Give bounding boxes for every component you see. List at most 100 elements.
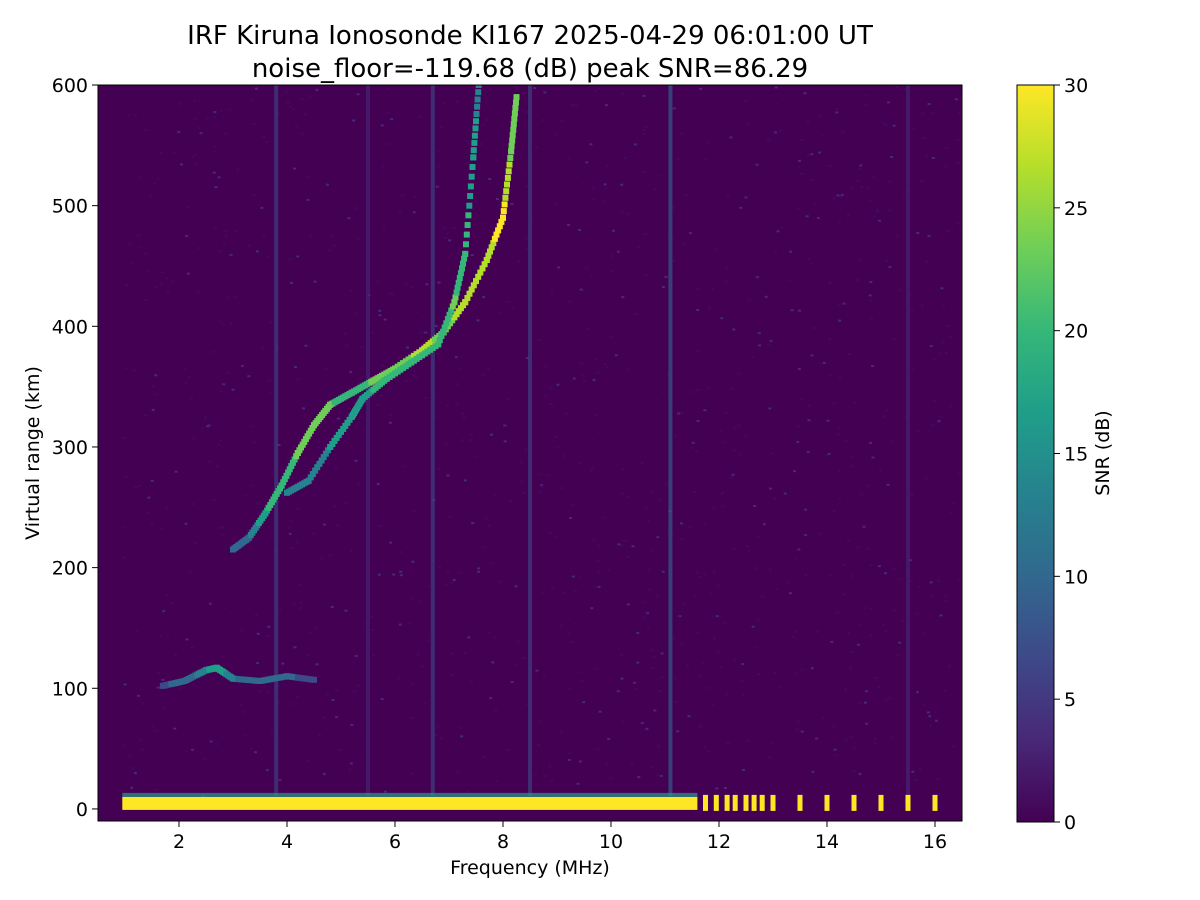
noise-speckle xyxy=(850,575,854,577)
noise-speckle xyxy=(473,95,477,98)
noise-speckle xyxy=(888,209,892,212)
noise-speckle xyxy=(645,727,649,730)
noise-speckle xyxy=(461,412,465,415)
noise-speckle xyxy=(621,720,625,723)
noise-speckle xyxy=(609,777,613,780)
noise-speckle xyxy=(379,525,383,527)
noise-speckle xyxy=(745,545,749,548)
noise-speckle xyxy=(621,468,625,471)
echo-trace-cell xyxy=(491,235,498,242)
noise-speckle xyxy=(186,206,190,209)
noise-speckle xyxy=(376,482,380,485)
colorbar-ticks: 0 5 10 15 20 25 30 xyxy=(1054,75,1088,834)
noise-speckle xyxy=(314,627,318,630)
noise-speckle xyxy=(300,98,304,101)
noise-speckle xyxy=(467,636,471,639)
noise-speckle xyxy=(844,688,848,691)
noise-speckle xyxy=(220,533,224,536)
noise-speckle xyxy=(946,324,950,327)
noise-speckle xyxy=(166,290,170,293)
noise-speckle xyxy=(585,267,589,270)
noise-speckle xyxy=(656,774,660,777)
noise-speckle xyxy=(470,434,474,436)
noise-speckle xyxy=(286,101,290,104)
noise-speckle xyxy=(213,145,217,148)
noise-speckle xyxy=(756,619,760,622)
noise-speckle xyxy=(617,543,621,546)
noise-speckle xyxy=(437,281,441,284)
echo-trace-cell xyxy=(509,137,516,144)
noise-speckle xyxy=(123,683,127,686)
noise-speckle xyxy=(239,703,243,706)
noise-speckle xyxy=(315,88,319,91)
noise-speckle xyxy=(159,283,163,286)
noise-speckle xyxy=(240,364,244,367)
noise-speckle xyxy=(412,510,416,513)
noise-speckle xyxy=(390,118,394,121)
noise-speckle xyxy=(570,104,574,106)
noise-speckle xyxy=(442,102,446,105)
noise-speckle xyxy=(448,516,452,519)
interference-line xyxy=(274,85,279,796)
noise-speckle xyxy=(349,371,353,374)
ground-echo-spike xyxy=(724,794,730,811)
noise-speckle xyxy=(958,472,962,475)
y-tick-label: 300 xyxy=(52,437,88,459)
noise-speckle xyxy=(288,106,292,109)
noise-speckle xyxy=(631,545,635,548)
noise-speckle xyxy=(137,176,141,179)
noise-speckle xyxy=(465,162,469,165)
noise-speckle xyxy=(945,352,948,355)
noise-speckle xyxy=(378,314,382,317)
echo-trace-cell xyxy=(462,299,469,306)
noise-speckle xyxy=(624,539,628,542)
noise-speckle xyxy=(719,666,723,669)
noise-speckle xyxy=(231,388,235,391)
echo-trace-cell xyxy=(322,450,329,457)
echo-trace-cell xyxy=(481,261,488,268)
noise-speckle xyxy=(621,296,625,299)
noise-speckle xyxy=(574,104,578,107)
noise-speckle xyxy=(731,387,735,390)
noise-speckle xyxy=(494,494,498,497)
noise-speckle xyxy=(744,196,748,199)
noise-speckle xyxy=(800,138,803,141)
echo-trace-cell xyxy=(509,132,516,139)
noise-speckle xyxy=(607,738,611,740)
noise-speckle xyxy=(417,115,421,118)
noise-speckle xyxy=(491,661,495,664)
noise-speckle xyxy=(769,487,772,490)
noise-speckle xyxy=(626,212,630,215)
ground-echo-spike xyxy=(905,794,911,811)
noise-speckle xyxy=(813,202,817,205)
noise-speckle xyxy=(568,300,572,303)
noise-speckle xyxy=(642,133,646,136)
noise-speckle xyxy=(857,623,861,626)
echo-trace-cell xyxy=(469,164,476,170)
noise-speckle xyxy=(634,687,637,690)
echo-trace-cell xyxy=(289,459,296,466)
noise-speckle xyxy=(767,343,771,346)
noise-speckle xyxy=(278,778,282,781)
noise-speckle xyxy=(822,134,826,137)
noise-speckle xyxy=(328,249,332,252)
noise-speckle xyxy=(832,197,836,200)
noise-speckle xyxy=(652,655,656,658)
noise-speckle xyxy=(651,491,655,494)
noise-speckle xyxy=(344,609,348,612)
colorbar-tick-label: 5 xyxy=(1064,689,1076,711)
echo-trace-cell xyxy=(314,464,321,471)
noise-speckle xyxy=(908,293,912,295)
noise-speckle xyxy=(790,309,794,312)
echo-trace-cell xyxy=(493,231,500,238)
noise-speckle xyxy=(842,302,846,305)
noise-speckle xyxy=(849,651,853,654)
noise-speckle xyxy=(187,376,191,379)
noise-speckle xyxy=(597,585,601,588)
noise-speckle xyxy=(185,235,189,238)
noise-speckle xyxy=(585,161,589,164)
noise-speckle xyxy=(867,485,871,488)
noise-speckle xyxy=(450,581,454,584)
noise-speckle xyxy=(256,662,260,665)
noise-speckle xyxy=(522,657,526,660)
